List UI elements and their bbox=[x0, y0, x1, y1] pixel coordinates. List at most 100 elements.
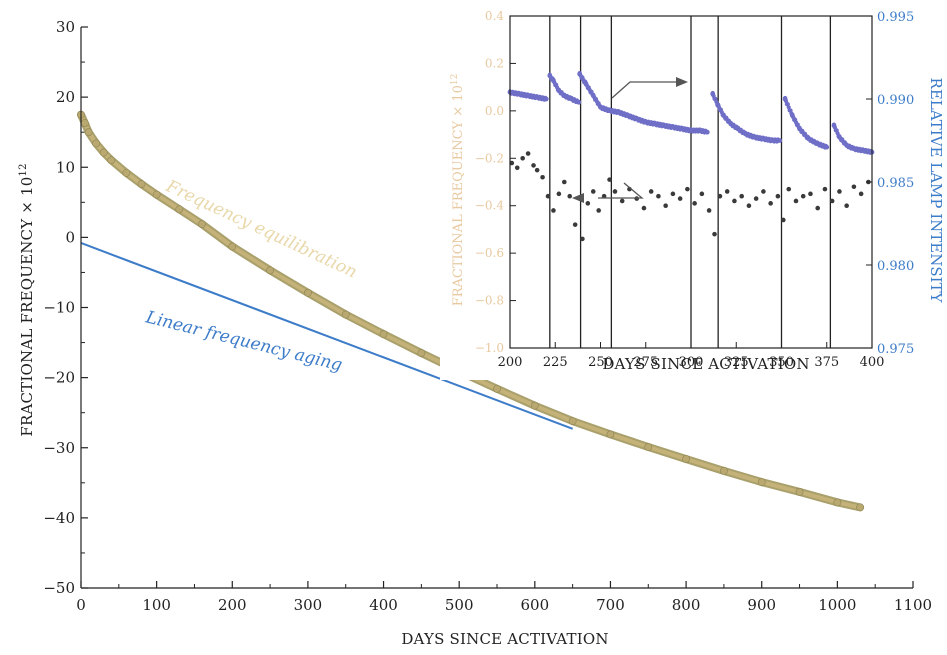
inset-x-tick-label: 200 bbox=[498, 355, 523, 370]
inset-x-tick-label: 225 bbox=[543, 355, 568, 370]
frequency-data-point bbox=[304, 288, 312, 297]
inset-frequency-point bbox=[717, 193, 723, 199]
inset-frequency-point bbox=[641, 205, 647, 211]
main-x-tick-label: 600 bbox=[520, 596, 549, 614]
lamp-intensity-point bbox=[543, 96, 549, 102]
frequency-data-point bbox=[84, 128, 93, 137]
frequency-data-point bbox=[92, 139, 101, 148]
annotation-linear-frequency-aging: Linear frequency aging bbox=[143, 307, 344, 375]
inset-right-tick-label: 0.985 bbox=[877, 176, 914, 191]
frequency-data-point bbox=[720, 466, 728, 475]
main-series-group bbox=[77, 110, 865, 512]
inset-frequency-point bbox=[685, 186, 690, 192]
lamp-intensity-point bbox=[697, 128, 703, 133]
main-y-axis-title: FRACTIONAL FREQUENCY × 1012 bbox=[18, 163, 36, 436]
inset-frequency-point bbox=[663, 203, 668, 209]
lamp-intensity-point bbox=[551, 78, 556, 84]
frequency-data-point bbox=[341, 310, 350, 319]
frequency-data-point bbox=[137, 180, 146, 188]
lamp-intensity-point bbox=[525, 93, 531, 99]
inset-x-tick-label: 375 bbox=[814, 355, 839, 370]
inset-left-axis-title: FRACTIONAL FREQUENCY × 1012 bbox=[450, 74, 466, 307]
inset-x-axis-title: DAYS SINCE ACTIVATION bbox=[602, 355, 809, 373]
lamp-intensity-point bbox=[844, 143, 850, 148]
inset-frequency-point bbox=[800, 193, 806, 199]
lamp-intensity-point bbox=[710, 91, 716, 97]
inset-chart: 200 225 250 275 300 325 350 375 400 0.4 0.2 0.0 −0.… bbox=[440, 0, 945, 380]
inset-frequency-point bbox=[580, 236, 585, 242]
frequency-data-point bbox=[99, 148, 108, 157]
lamp-intensity-point bbox=[797, 126, 802, 132]
inset-frequency-point bbox=[793, 198, 799, 204]
lamp-intensity-point bbox=[670, 124, 676, 130]
inset-left-tick-label: 0.0 bbox=[485, 104, 504, 118]
lamp-intensity-point bbox=[815, 141, 821, 147]
lamp-intensity-point bbox=[590, 93, 596, 99]
inset-frequency-point bbox=[596, 208, 601, 213]
lamp-intensity-point bbox=[569, 96, 574, 102]
frequency-data-point bbox=[152, 190, 161, 199]
inset-frequency-point bbox=[590, 189, 596, 194]
lamp-intensity-point bbox=[721, 113, 726, 118]
main-x-tick-label: 200 bbox=[218, 596, 247, 614]
frequency-data-point bbox=[417, 349, 426, 357]
main-x-tick-label: 800 bbox=[672, 596, 701, 614]
inset-frequency-point bbox=[706, 208, 712, 213]
inset-frequency-point bbox=[520, 155, 525, 161]
lamp-intensity-point bbox=[679, 126, 685, 132]
frequency-data-point bbox=[757, 478, 766, 487]
main-y-tick-label: 30 bbox=[56, 18, 75, 36]
main-y-tick-label: −30 bbox=[43, 439, 75, 457]
main-x-tick-label: 500 bbox=[445, 596, 474, 614]
inset-frequency-point bbox=[551, 208, 556, 213]
inset-right-tick-label: 0.990 bbox=[877, 93, 914, 108]
lamp-intensity-point bbox=[583, 81, 589, 87]
inset-frequency-point bbox=[677, 196, 683, 201]
lamp-intensity-point bbox=[831, 123, 837, 128]
main-x-tick-label: 300 bbox=[294, 596, 323, 614]
lamp-intensity-point bbox=[688, 128, 694, 133]
lamp-intensity-point bbox=[616, 109, 621, 115]
frequency-data-point bbox=[228, 242, 237, 251]
main-x-tick-label: 400 bbox=[369, 596, 398, 614]
inset-frequency-point bbox=[712, 231, 717, 237]
main-x-tick-label: 1100 bbox=[894, 596, 932, 614]
lamp-intensity-point bbox=[661, 123, 667, 128]
lamp-intensity-point bbox=[643, 119, 649, 125]
lamp-intensity-point bbox=[728, 121, 734, 127]
lamp-intensity-point bbox=[751, 134, 757, 140]
frequency-data-point bbox=[379, 330, 388, 339]
inset-right-tick-label: 0.980 bbox=[877, 259, 914, 274]
lamp-intensity-point bbox=[789, 113, 795, 118]
lamp-intensity-point bbox=[851, 146, 857, 152]
main-y-tick-label: 10 bbox=[56, 158, 75, 176]
main-x-tick-label: 900 bbox=[747, 596, 776, 614]
lamp-intensity-point bbox=[576, 99, 582, 105]
lamp-intensity-point bbox=[607, 108, 612, 114]
lamp-intensity-point bbox=[634, 116, 640, 122]
inset-frequency-point bbox=[746, 203, 752, 209]
inset-frequency-point bbox=[670, 191, 676, 197]
frequency-data-point bbox=[568, 417, 577, 426]
frequency-data-point bbox=[266, 266, 274, 275]
main-y-tick-label: 20 bbox=[56, 88, 75, 106]
main-y-tick-label: 0 bbox=[65, 228, 75, 246]
inset-frequency-point bbox=[648, 189, 654, 194]
lamp-intensity-point bbox=[625, 113, 631, 118]
inset-frequency-point bbox=[724, 189, 730, 194]
inset-frequency-point bbox=[829, 198, 835, 204]
frequency-data-point bbox=[795, 488, 804, 496]
lamp-intensity-point bbox=[735, 126, 741, 132]
inset-x-tick-label: 400 bbox=[860, 355, 885, 370]
inset-frequency-point bbox=[837, 189, 842, 194]
lamp-intensity-point bbox=[860, 148, 866, 153]
inset-frequency-point bbox=[534, 167, 540, 173]
inset-frequency-point bbox=[540, 174, 545, 180]
main-y-tick-label: −20 bbox=[43, 369, 75, 387]
arrow-left-icon bbox=[572, 182, 644, 203]
inset-left-tick-label: −1.0 bbox=[475, 341, 504, 355]
inset-frequency-point bbox=[844, 203, 849, 209]
inset-frequency-point bbox=[692, 201, 697, 206]
inset-frequency-point bbox=[572, 222, 578, 227]
